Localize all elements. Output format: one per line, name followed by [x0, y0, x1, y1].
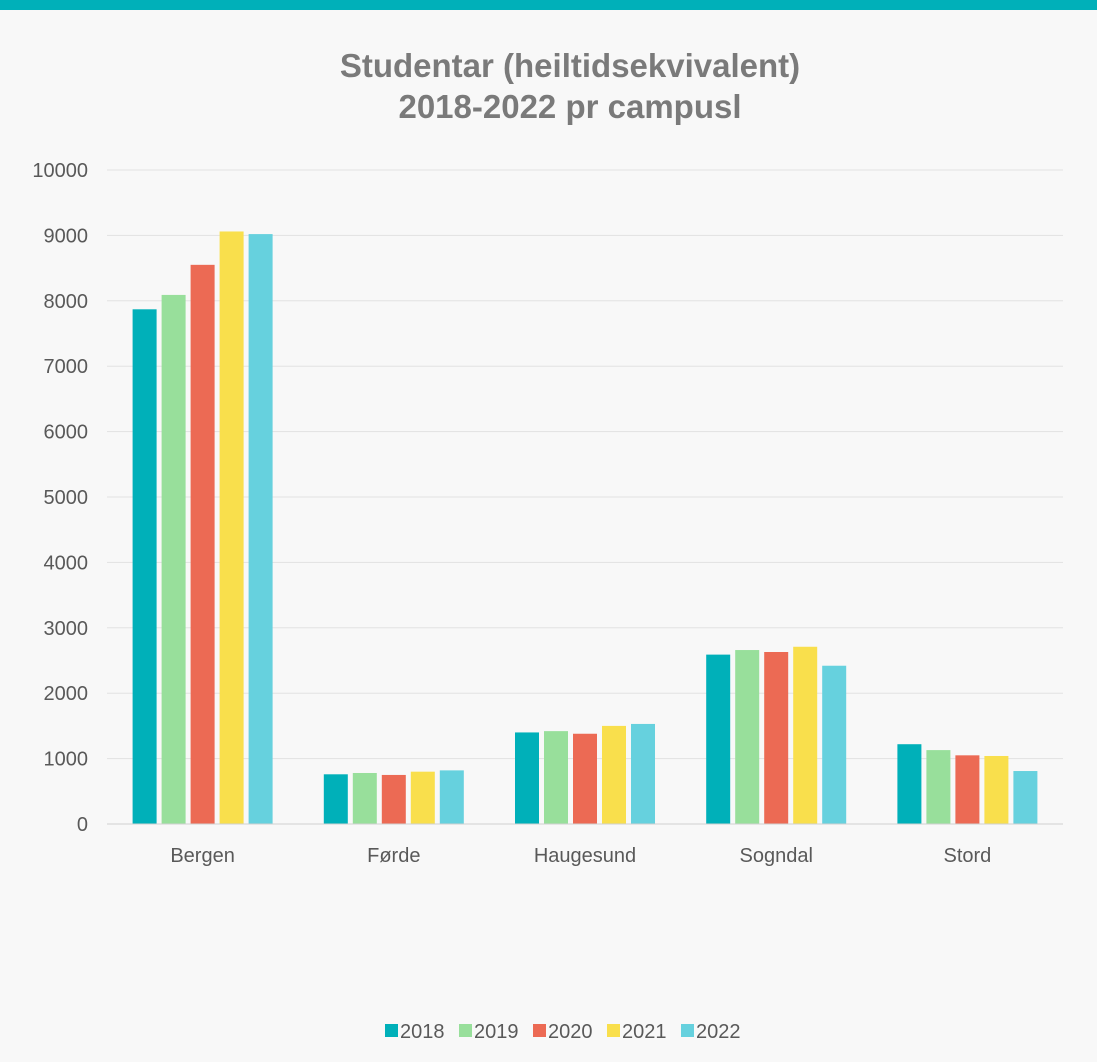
- y-tick-label: 3000: [44, 618, 89, 640]
- legend-swatch-2022: [681, 1024, 694, 1037]
- bar-stord-2021: [984, 755, 1009, 824]
- chart-title-line-1: Studentar (heiltidsekvivalent): [340, 47, 800, 84]
- bars: [132, 231, 1038, 825]
- bar-sogndal-2018: [706, 654, 731, 824]
- legend-swatch-2020: [533, 1024, 546, 1037]
- bar-bergen-2022: [248, 234, 273, 825]
- bar-stord-2020: [955, 755, 980, 824]
- x-category-label: Sogndal: [739, 845, 812, 867]
- bar-haugesund-2020: [573, 733, 597, 824]
- bar-f-rde-2019: [352, 772, 377, 824]
- y-tick-label: 6000: [44, 422, 89, 444]
- bar-f-rde-2021: [410, 771, 435, 824]
- bar-sogndal-2022: [822, 665, 847, 824]
- x-category-label: Førde: [367, 845, 420, 867]
- legend: 2018 2019 2020 2021 2022: [385, 1021, 741, 1043]
- bar-haugesund-2021: [602, 725, 626, 824]
- bar-sogndal-2021: [793, 646, 818, 824]
- chart-title-line-2: 2018-2022 pr campusl: [398, 88, 741, 125]
- legend-swatch-2018: [385, 1024, 398, 1037]
- bar-sogndal-2020: [764, 651, 789, 824]
- legend-swatch-2019: [459, 1024, 472, 1037]
- y-tick-label: 9000: [44, 225, 89, 247]
- y-tick-label: 7000: [44, 356, 89, 378]
- bar-bergen-2018: [132, 309, 157, 824]
- bar-bergen-2019: [161, 294, 186, 824]
- bar-sogndal-2019: [735, 650, 760, 824]
- bar-stord-2022: [1013, 771, 1038, 824]
- bar-stord-2019: [926, 750, 951, 824]
- y-tick-label: 4000: [44, 552, 89, 574]
- bar-stord-2018: [897, 744, 922, 824]
- y-axis-ticks: 0 1000 2000 3000 4000 5000 6000 7000 8000 9000 100…: [32, 160, 88, 836]
- bar-bergen-2020: [190, 264, 215, 825]
- legend-label-2019: 2019: [474, 1021, 519, 1043]
- x-category-label: Stord: [943, 845, 991, 867]
- top-accent-bar: [0, 0, 1097, 10]
- x-axis: Bergen Førde Haugesund Sogndal Stord: [107, 823, 1063, 867]
- bar-f-rde-2018: [323, 774, 348, 824]
- bar-haugesund-2019: [544, 731, 568, 824]
- bar-bergen-2021: [219, 231, 244, 824]
- y-tick-label: 2000: [44, 683, 89, 705]
- y-tick-label: 0: [77, 814, 88, 836]
- x-category-label: Bergen: [170, 845, 235, 867]
- bar-haugesund-2022: [631, 723, 655, 824]
- legend-swatch-2021: [607, 1024, 620, 1037]
- y-tick-label: 5000: [44, 487, 89, 509]
- legend-label-2021: 2021: [622, 1021, 667, 1043]
- legend-label-2022: 2022: [696, 1021, 741, 1043]
- bar-f-rde-2022: [439, 770, 464, 824]
- bar-haugesund-2018: [515, 732, 539, 824]
- legend-label-2018: 2018: [400, 1021, 445, 1043]
- bar-f-rde-2020: [381, 774, 406, 824]
- y-tick-label: 10000: [32, 160, 88, 182]
- y-tick-label: 1000: [44, 749, 89, 771]
- y-tick-label: 8000: [44, 291, 89, 313]
- legend-label-2020: 2020: [548, 1021, 593, 1043]
- x-category-label: Haugesund: [534, 845, 636, 867]
